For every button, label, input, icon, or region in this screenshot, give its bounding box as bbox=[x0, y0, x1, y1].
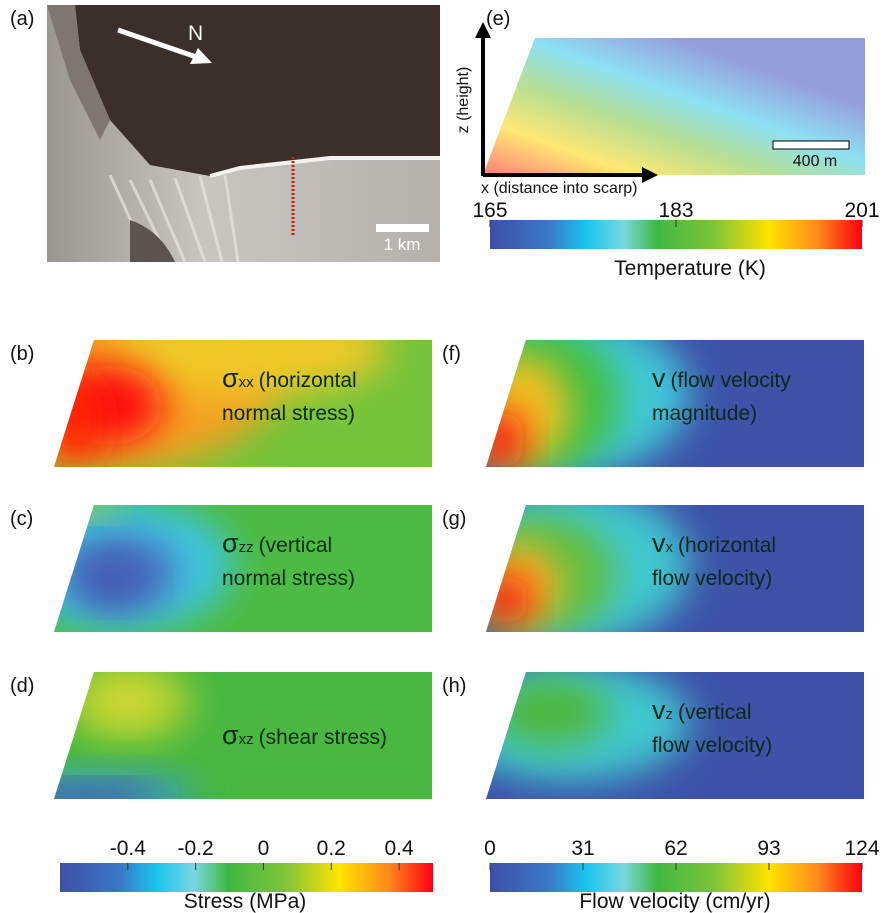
symbol: v bbox=[652, 528, 666, 558]
symbol: σ bbox=[222, 363, 239, 393]
panel-label: (g) bbox=[442, 508, 466, 530]
title-line: flow velocity) bbox=[652, 734, 772, 757]
subscript: zz bbox=[239, 539, 254, 556]
title-line: (vertical bbox=[259, 534, 333, 557]
field-blob bbox=[48, 375, 98, 465]
tick-label: 31 bbox=[571, 837, 594, 860]
y-axis-title: z (height) bbox=[455, 67, 472, 134]
panel-label: (e) bbox=[486, 8, 510, 30]
tick-label: 124 bbox=[844, 837, 879, 860]
figure: (a) N 1 km (e) z (height) x (distance in… bbox=[0, 0, 889, 913]
symbol: v bbox=[652, 695, 666, 725]
field-map bbox=[0, 290, 432, 470]
title-line: (vertical bbox=[678, 701, 752, 724]
symbol: σ bbox=[222, 528, 239, 558]
tick-label: -0.2 bbox=[178, 837, 214, 860]
panel-label: (f) bbox=[442, 343, 461, 365]
field-blob bbox=[73, 502, 113, 518]
field-map bbox=[450, 485, 864, 645]
title-line: magnitude) bbox=[652, 402, 757, 425]
scale-label: 400 m bbox=[793, 153, 837, 170]
tick-label: -0.4 bbox=[110, 837, 147, 860]
tick-label: 201 bbox=[844, 199, 879, 222]
photo bbox=[47, 5, 440, 262]
title-line: (flow velocity bbox=[671, 369, 792, 392]
field-blob bbox=[93, 680, 163, 720]
tick-label: 0 bbox=[484, 837, 496, 860]
panel-label: (h) bbox=[442, 675, 466, 697]
title-line: normal stress) bbox=[222, 402, 355, 425]
field-map bbox=[450, 662, 864, 799]
tick-label: 62 bbox=[664, 837, 687, 860]
subscript: z bbox=[666, 706, 674, 723]
panel-label: (a) bbox=[10, 8, 34, 30]
field-blob bbox=[18, 787, 158, 811]
subscript: xz bbox=[239, 731, 254, 748]
panel-label: (c) bbox=[10, 508, 33, 530]
title-line: flow velocity) bbox=[652, 567, 772, 590]
tick-label: 165 bbox=[472, 199, 507, 222]
tick-label: 0.2 bbox=[317, 837, 346, 860]
title-line: normal stress) bbox=[222, 567, 355, 590]
panel-label: (d) bbox=[10, 675, 34, 697]
x-axis-title: x (distance into scarp) bbox=[481, 180, 638, 197]
tick-label: 0 bbox=[258, 837, 270, 860]
colorbar bbox=[60, 863, 433, 892]
title-line: (horizontal bbox=[678, 534, 776, 557]
title-line: (horizontal bbox=[259, 369, 357, 392]
subscript: xx bbox=[239, 374, 255, 391]
tick-label: 0.4 bbox=[384, 837, 414, 860]
north-label: N bbox=[188, 22, 203, 45]
field-blob bbox=[490, 677, 610, 747]
field-map bbox=[450, 315, 864, 475]
title-line: (shear stress) bbox=[259, 726, 387, 749]
symbol: σ bbox=[222, 720, 239, 750]
colorbar-label: Stress (MPa) bbox=[184, 890, 307, 913]
colorbar-label: Flow velocity (cm/yr) bbox=[579, 890, 770, 913]
tick-label: 93 bbox=[757, 837, 780, 860]
field-blob bbox=[83, 560, 143, 600]
subscript: x bbox=[666, 539, 674, 556]
page: {"panels":[ {"label":"(a)","north":"N","… bbox=[0, 0, 889, 913]
symbol: v bbox=[652, 363, 666, 393]
panel-label: (b) bbox=[10, 343, 34, 365]
field-blob bbox=[475, 410, 525, 470]
scale-label: 1 km bbox=[384, 235, 421, 254]
field-blob bbox=[480, 575, 530, 625]
tick-label: 183 bbox=[658, 199, 693, 222]
colorbar-label: Temperature (K) bbox=[614, 257, 766, 280]
field-map bbox=[13, 500, 432, 632]
